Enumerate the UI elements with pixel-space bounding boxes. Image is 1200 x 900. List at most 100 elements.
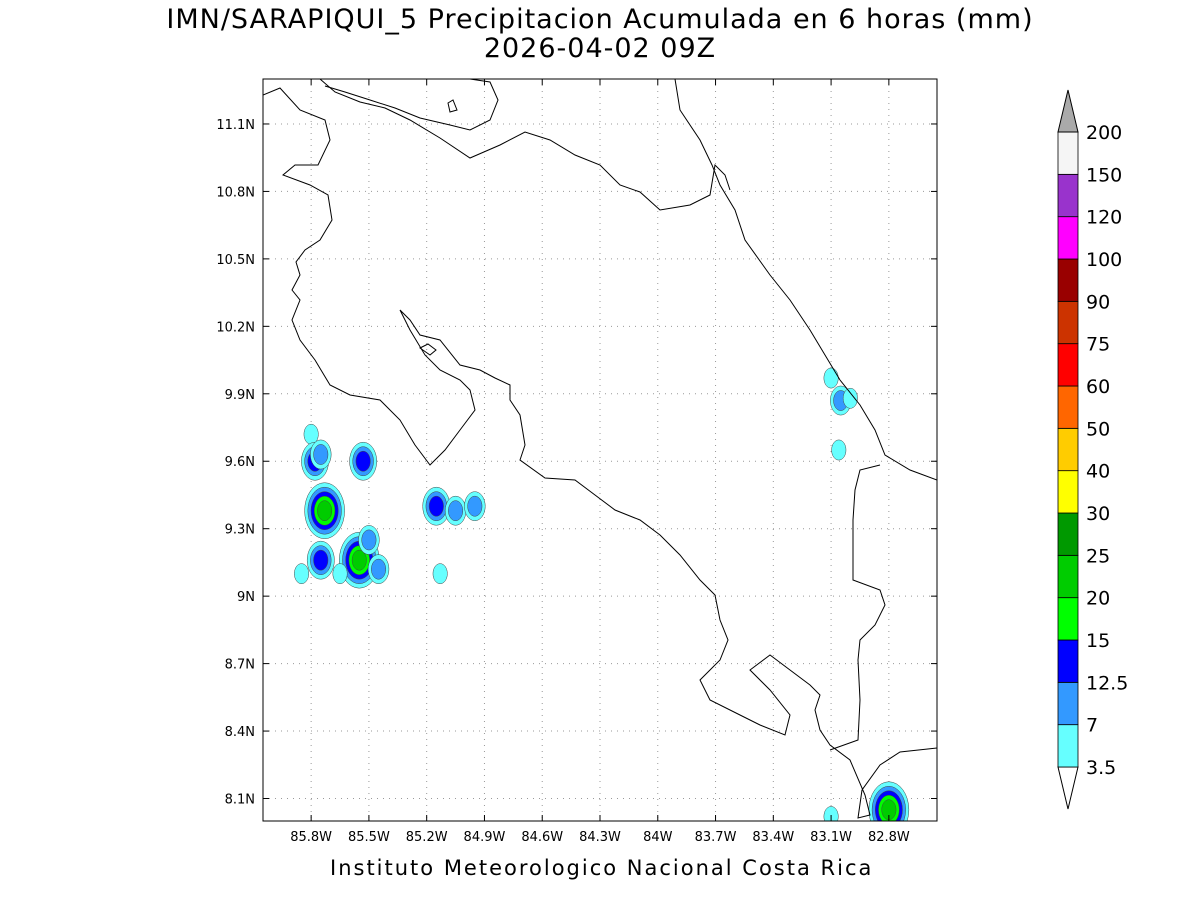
precip-cell xyxy=(868,781,910,821)
gulf-island xyxy=(419,343,437,356)
precip-cell xyxy=(332,563,348,584)
lon-tick-label: 84W xyxy=(643,830,673,845)
lat-tick-label: 11.1N xyxy=(216,118,255,133)
map-timestamp: 2026-04-02 09Z xyxy=(483,33,717,64)
colorbar-label: 25 xyxy=(1086,545,1110,567)
colorbar-label: 40 xyxy=(1086,461,1110,483)
lon-tick-label: 83.7W xyxy=(695,830,737,845)
lon-tick-label: 83.4W xyxy=(752,830,794,845)
colorbar-swatch xyxy=(1057,258,1079,302)
lon-tick-label: 85.5W xyxy=(348,830,390,845)
colorbar-label: 150 xyxy=(1086,164,1122,186)
colorbar-label: 50 xyxy=(1086,418,1110,440)
lat-tick-label: 8.1N xyxy=(225,793,255,808)
precip-contour xyxy=(428,495,444,517)
lon-tick-label: 85.2W xyxy=(406,830,448,845)
lon-tick-label: 85.8W xyxy=(290,830,332,845)
lat-tick-label: 10.2N xyxy=(216,320,255,335)
precip-contour xyxy=(294,563,309,584)
latitude-axis: 11.1N 10.8N 10.5N 10.2N 9.9N 9.6N 9.3N 9N 8.7N 8.… xyxy=(216,118,937,808)
colorbar-swatch xyxy=(1057,639,1079,683)
precip-cell xyxy=(831,439,847,461)
lat-tick-label: 8.7N xyxy=(225,658,255,673)
lon-tick-label: 83.1W xyxy=(810,830,852,845)
precip-contour xyxy=(313,444,329,465)
precip-contour xyxy=(831,439,847,461)
precip-cell xyxy=(823,367,839,389)
precip-cell xyxy=(358,525,380,555)
lon-tick-label: 82.8W xyxy=(868,830,910,845)
colorbar-swatch xyxy=(1057,554,1079,599)
lat-tick-label: 10.8N xyxy=(216,185,255,200)
precip-contour xyxy=(351,549,367,571)
colorbar-label: 30 xyxy=(1086,503,1110,525)
precip-cell xyxy=(367,554,390,584)
colorbar-label: 60 xyxy=(1086,376,1110,398)
lat-tick-label: 9N xyxy=(237,590,255,605)
border-north xyxy=(319,79,731,211)
precip-contour xyxy=(355,450,371,472)
lat-tick-label: 9.3N xyxy=(225,523,255,538)
precip-contour xyxy=(313,549,329,571)
colorbar-swatch xyxy=(1057,724,1079,768)
colorbar-lower-arrow xyxy=(1057,766,1079,810)
lake-shore xyxy=(324,79,499,131)
colorbar-label: 20 xyxy=(1086,588,1110,610)
lon-tick-label: 84.9W xyxy=(464,830,506,845)
colorbar-swatch xyxy=(1057,173,1079,218)
lat-tick-label: 8.4N xyxy=(225,725,255,740)
colorbar-swatch xyxy=(1057,512,1079,556)
colorbar-label: 120 xyxy=(1086,207,1122,229)
precip-contour xyxy=(823,806,839,821)
precip-cell xyxy=(294,563,309,584)
colorbar-swatch xyxy=(1057,427,1079,472)
lon-tick-label: 84.3W xyxy=(579,830,621,845)
precip-cell xyxy=(444,495,467,526)
precip-cell xyxy=(306,540,335,580)
colorbar-label: 90 xyxy=(1086,291,1110,313)
colorbar-swatch xyxy=(1057,385,1079,429)
precip-contour xyxy=(467,495,483,517)
colorbar-label: 3.5 xyxy=(1086,757,1116,779)
coastline-pacific xyxy=(263,87,937,819)
colorbar-label: 15 xyxy=(1086,630,1110,652)
coastline xyxy=(263,79,937,819)
border-panama xyxy=(829,464,886,751)
precip-cell xyxy=(842,387,858,409)
precip-cell xyxy=(304,482,345,539)
colorbar-label: 12.5 xyxy=(1086,672,1128,694)
lat-tick-label: 10.5N xyxy=(216,253,255,268)
map-grid xyxy=(263,79,937,821)
precip-contour xyxy=(361,529,377,551)
precip-cell xyxy=(823,806,839,821)
longitude-axis: 85.8W 85.5W 85.2W 84.9W 84.6W 84.3W 84W 83.7W 83… xyxy=(290,79,910,845)
colorbar-swatch xyxy=(1057,681,1079,726)
colorbar-swatch xyxy=(1057,343,1079,387)
colorbar-label: 75 xyxy=(1086,334,1110,356)
precip-cell xyxy=(349,441,377,481)
precip-contour xyxy=(371,558,386,580)
footer-credit: Instituto Meteorologico Nacional Costa R… xyxy=(330,856,874,880)
precip-cell xyxy=(310,439,332,470)
precip-cell xyxy=(464,491,486,522)
precip-cell xyxy=(432,563,448,584)
colorbar-swatch xyxy=(1057,131,1079,175)
map-title: IMN/SARAPIQUI_5 Precipitacion Acumulada … xyxy=(166,4,1034,35)
lake-island xyxy=(447,99,458,113)
colorbar-swatch xyxy=(1057,300,1079,345)
colorbar-swatch xyxy=(1057,597,1079,641)
coastline-caribbean xyxy=(674,79,937,481)
precipitation-field xyxy=(294,367,910,821)
colorbar-label: 200 xyxy=(1086,122,1122,144)
precip-contour xyxy=(842,387,858,409)
colorbar-label: 100 xyxy=(1086,249,1122,271)
precip-contour xyxy=(317,500,333,522)
colorbar-upper-arrow xyxy=(1057,89,1079,133)
colorbar-label: 7 xyxy=(1086,715,1098,737)
precip-cell xyxy=(422,486,451,526)
precip-contour xyxy=(823,367,839,389)
colorbar-swatch xyxy=(1057,470,1079,514)
precip-contour xyxy=(448,500,464,522)
precip-contour xyxy=(432,563,448,584)
